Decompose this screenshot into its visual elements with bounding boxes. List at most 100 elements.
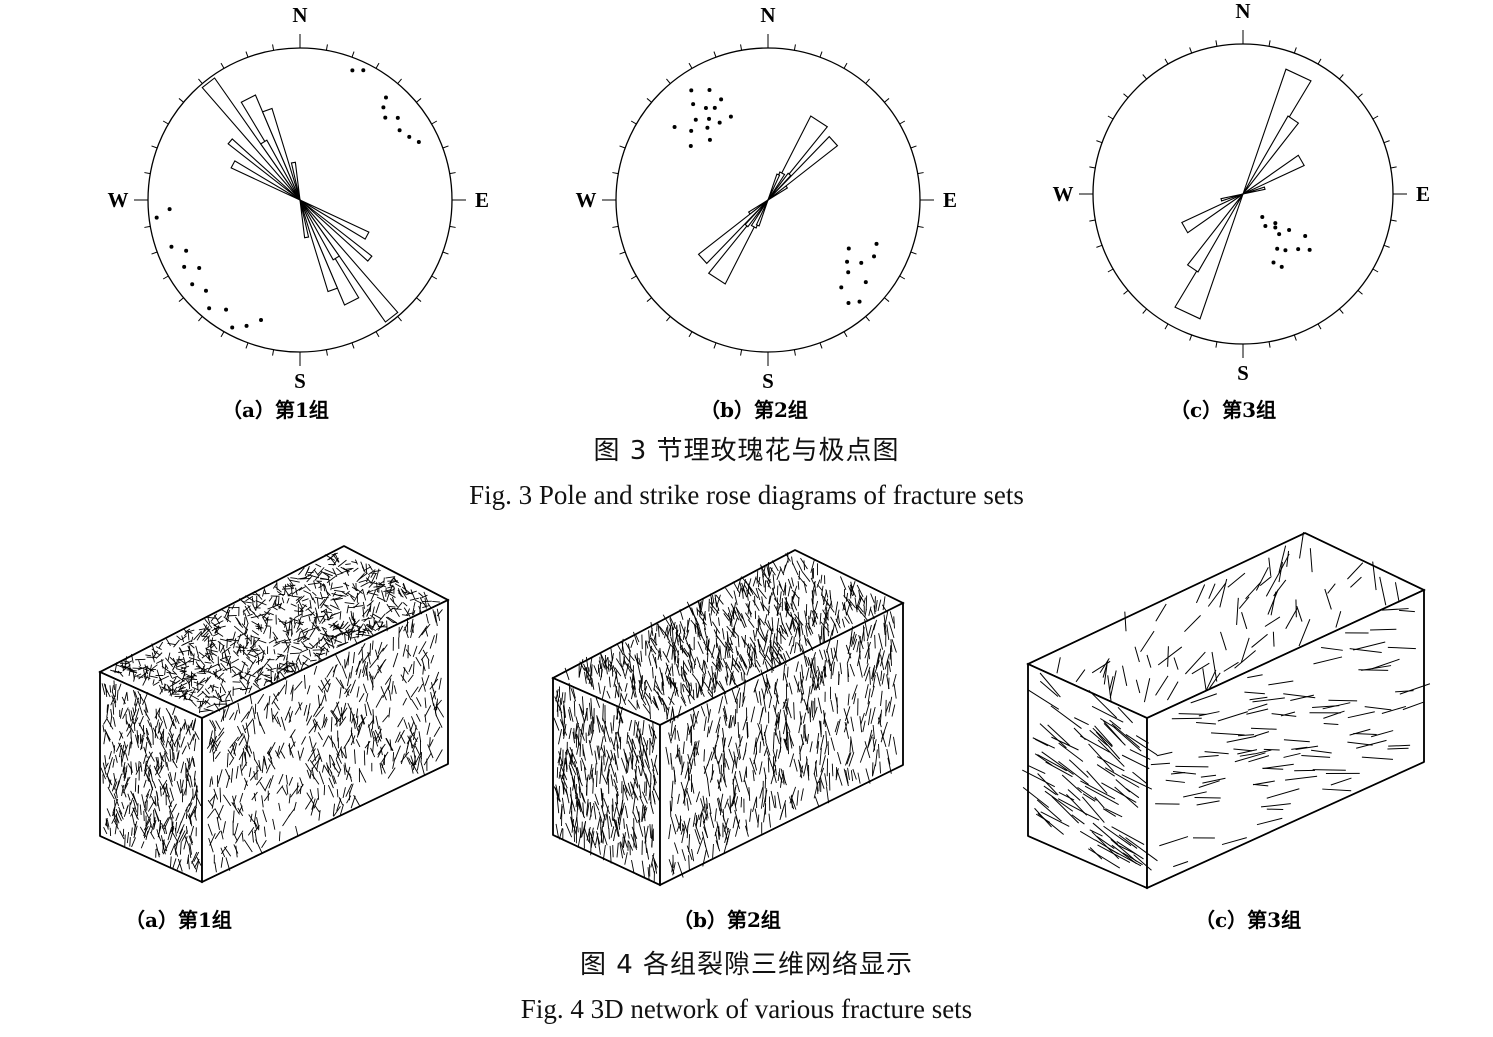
fracture-trace (672, 627, 674, 642)
fracture-trace (372, 740, 375, 753)
fracture-trace (1335, 611, 1342, 628)
fracture-trace (261, 649, 265, 661)
fracture-trace (435, 704, 445, 718)
fracture-trace (154, 796, 157, 806)
fracture-trace (311, 756, 322, 770)
tick-mark (272, 44, 275, 51)
fracture-trace (1370, 628, 1397, 631)
fracture-trace (196, 632, 203, 641)
fracture-trace (424, 697, 427, 709)
fracture-trace (291, 645, 303, 651)
pole-point (857, 299, 862, 304)
fracture-trace (281, 664, 290, 671)
rose-petal (261, 107, 301, 201)
fracture-trace (1088, 689, 1118, 719)
fracture-trace (817, 767, 825, 784)
fracture-trace (320, 694, 325, 706)
fracture-trace (230, 768, 234, 783)
fracture-trace (375, 694, 384, 708)
fracture-trace (679, 749, 681, 765)
fracture-trace (108, 757, 113, 769)
fracture-trace (741, 636, 746, 646)
fracture-trace (243, 633, 252, 642)
fracture-trace (723, 824, 729, 842)
fracture-trace (800, 788, 804, 801)
fracture-trace (889, 611, 894, 624)
fracture-trace (645, 779, 648, 797)
fracture-trace (834, 601, 839, 616)
fracture-trace (1091, 705, 1124, 723)
fracture-trace (339, 611, 342, 620)
fracture-trace (664, 632, 671, 643)
block-edge (1027, 835, 1148, 889)
fracture-trace (177, 750, 180, 760)
fracture-trace (823, 649, 828, 663)
fracture-trace (320, 630, 328, 642)
fracture-trace (786, 729, 788, 748)
tick-mark (819, 51, 823, 58)
fracture-trace (157, 825, 162, 838)
fracture-trace (864, 608, 867, 618)
fracture-trace (262, 809, 267, 823)
fracture-trace (1240, 637, 1250, 663)
fracture-trace (649, 824, 652, 839)
fracture-trace (222, 821, 226, 834)
fracture-trace (714, 594, 717, 607)
fracture-trace (825, 612, 828, 624)
fracture-trace (406, 735, 411, 751)
fracture-trace (719, 802, 722, 816)
fracture-trace (779, 730, 781, 742)
fracture-trace (368, 625, 377, 632)
fracture-trace (712, 843, 714, 858)
fracture-trace (610, 648, 613, 661)
fracture-trace (1226, 735, 1257, 743)
fracture-trace (586, 798, 589, 816)
fracture-trace (617, 708, 623, 724)
fracture-trace (707, 691, 714, 700)
fracture-trace (435, 749, 443, 762)
fracture-trace (797, 627, 801, 641)
fracture-trace (249, 770, 259, 781)
fracture-trace (588, 739, 593, 756)
fracture-trace (287, 594, 295, 598)
fracture-trace (725, 587, 734, 599)
fracture-trace (889, 645, 892, 660)
fracture-trace (569, 752, 573, 765)
fracture-trace (752, 599, 760, 612)
fracture-trace (265, 625, 271, 627)
fracture-trace (694, 617, 700, 627)
fracture-trace (278, 773, 284, 785)
tick-mark (1215, 341, 1218, 348)
fracture-trace (612, 798, 614, 812)
fracture-trace (220, 709, 226, 722)
fracture-trace (182, 656, 187, 667)
fracture-trace (217, 692, 223, 702)
fracture-trace (777, 791, 782, 810)
fracture-trace (653, 675, 657, 691)
fracture-trace (209, 778, 212, 788)
fracture-trace (655, 685, 663, 695)
fracture-trace (169, 856, 172, 868)
fracture-trace (375, 568, 380, 580)
fracture-trace (632, 781, 635, 795)
fracture-trace (746, 643, 750, 653)
fracture-trace (682, 626, 686, 640)
fracture-trace (132, 807, 139, 820)
fracture-trace (405, 689, 412, 701)
fracture-trace (420, 761, 425, 776)
fracture-trace (592, 778, 594, 794)
fracture-trace (729, 674, 732, 686)
fracture-trace (1295, 745, 1319, 750)
fracture-trace (396, 601, 403, 610)
fracture-trace (214, 862, 217, 873)
fracture-trace (223, 616, 232, 623)
fracture-trace (295, 627, 301, 633)
fracture-trace (326, 682, 331, 693)
fracture-trace (699, 813, 703, 827)
fracture-trace (198, 701, 202, 714)
pole-point (845, 259, 850, 264)
fracture-trace (893, 616, 895, 629)
fracture-trace (620, 799, 624, 812)
fracture-trace (267, 667, 277, 672)
fracture-trace (305, 606, 311, 611)
